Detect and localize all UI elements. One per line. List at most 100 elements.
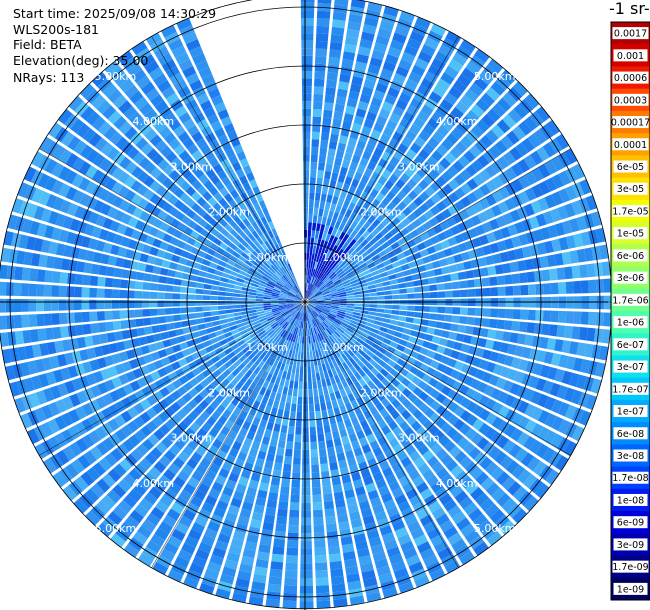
- colorbar-label-bg: [613, 316, 648, 329]
- ray: [167, 305, 304, 583]
- start-time-label: Start time: 2025/09/08 14:30:29: [13, 6, 217, 21]
- range-ring-label: 3.00km: [170, 432, 212, 445]
- ray: [23, 166, 302, 301]
- ray: [123, 305, 303, 558]
- range-ring-label: 2.00km: [360, 386, 402, 399]
- colorbar-label: 6e-08: [617, 429, 644, 440]
- ray: [308, 148, 578, 301]
- ray: [299, 305, 314, 609]
- range-ring-label: 1.00km: [322, 341, 364, 354]
- colorbar-label: 3e-05: [617, 184, 644, 195]
- field-label: Field: BETA: [13, 37, 82, 52]
- colorbar-label-bg: [613, 427, 648, 440]
- ray: [308, 302, 609, 361]
- range-ring-label: 3.00km: [398, 160, 440, 173]
- colorbar-label: 3e-08: [617, 451, 644, 462]
- ray: [307, 93, 540, 300]
- ray: [48, 122, 302, 300]
- colorbar-label-bg: [613, 338, 648, 351]
- colorbar-label: 1.7e-09: [612, 562, 648, 573]
- ray: [248, 305, 305, 606]
- colorbar-label: 0.0003: [614, 95, 647, 106]
- colorbar-label: 6e-07: [617, 340, 644, 351]
- ray: [307, 304, 539, 512]
- colorbar-label-bg: [612, 138, 649, 151]
- colorbar-label-bg: [612, 560, 649, 573]
- range-ring-label: 4.00km: [436, 115, 478, 128]
- colorbar-label-bg: [612, 204, 649, 217]
- colorbar-label: 1e-07: [617, 407, 644, 418]
- colorbar-label: 6e-05: [617, 162, 644, 173]
- ray: [183, 305, 304, 589]
- ray: [307, 69, 516, 300]
- colorbar-label-bg: [613, 227, 648, 240]
- colorbar-label-bg: [613, 449, 648, 462]
- ray: [308, 106, 551, 300]
- ray: [305, 0, 332, 299]
- colorbar-label: 3e-06: [617, 273, 644, 284]
- ray: [17, 182, 302, 301]
- ray: [52, 304, 302, 488]
- colorbar-title: -1 sr-: [609, 0, 650, 18]
- ray: [307, 304, 516, 535]
- ray: [305, 1, 383, 299]
- ray: [58, 108, 302, 300]
- ray: [110, 305, 303, 548]
- colorbar-label-bg: [612, 471, 649, 484]
- ray: [306, 305, 414, 594]
- colorbar-label: 0.0017: [614, 29, 647, 40]
- ray: [307, 81, 528, 300]
- ray: [308, 303, 597, 410]
- colorbar-label-bg: [612, 293, 649, 306]
- ray: [308, 244, 609, 302]
- ray: [79, 83, 303, 300]
- azimuth-spoke: [39, 148, 306, 303]
- range-ring-label: 1.00km: [322, 251, 364, 264]
- colorbar-label-bg: [613, 271, 648, 284]
- ray: [131, 41, 303, 299]
- ray: [3, 230, 302, 302]
- ray: [146, 32, 304, 299]
- range-ring-label: 1.00km: [246, 251, 288, 264]
- range-ring-labels: 1.00km 1.00km 1.00km 1.00km 2.00km 2.00km 2.00…: [95, 70, 516, 535]
- colorbar-label: 1.7e-06: [612, 295, 648, 306]
- range-ring-label: 2.00km: [208, 386, 250, 399]
- range-ring-label: 2.00km: [360, 206, 402, 219]
- ray: [5, 302, 302, 381]
- ray: [104, 60, 303, 299]
- range-ring-label: 5.00km: [474, 522, 516, 535]
- colorbar-label-bg: [613, 538, 648, 551]
- colorbar-label: 0.00017: [611, 118, 650, 129]
- ray: [20, 303, 302, 429]
- ray: [307, 58, 504, 299]
- ray: [308, 295, 612, 310]
- ray: [14, 303, 302, 413]
- ray: [160, 24, 304, 299]
- range-ring-label: 3.00km: [398, 432, 440, 445]
- colorbar-label-bg: [613, 405, 648, 418]
- ray: [73, 304, 303, 514]
- colorbar-label-bg: [612, 93, 649, 106]
- ray: [306, 305, 430, 588]
- colorbar-label-bg: [613, 582, 648, 595]
- colorbar-label: 0.001: [617, 51, 644, 62]
- ray: [308, 304, 560, 485]
- ray: [308, 304, 550, 499]
- ray: [306, 16, 431, 299]
- ray: [308, 195, 598, 301]
- ray: [306, 23, 447, 299]
- ray: [307, 305, 475, 565]
- ray: [308, 302, 612, 327]
- ray: [308, 303, 602, 394]
- nrays-label: NRays: 113: [13, 70, 85, 85]
- colorbar-label-bg: [613, 160, 648, 173]
- colorbar-label: 1e-08: [617, 495, 644, 506]
- ray: [1, 302, 302, 364]
- colorbar-label-bg: [612, 71, 649, 84]
- ray: [308, 261, 611, 302]
- ray: [11, 198, 302, 301]
- colorbar-label-bg: [613, 493, 648, 506]
- elevation-label: Elevation(deg): 35.00: [13, 53, 149, 68]
- range-ring-label: 4.00km: [133, 477, 175, 490]
- colorbar-label: 6e-06: [617, 251, 644, 262]
